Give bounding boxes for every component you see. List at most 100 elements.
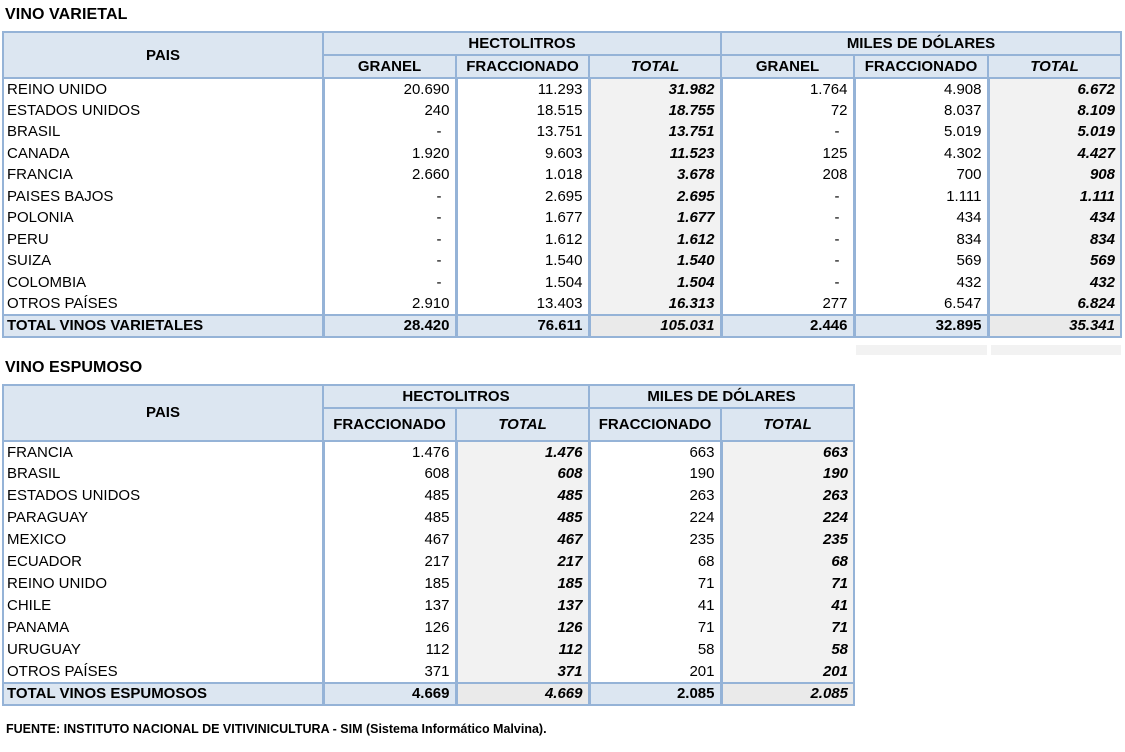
value-cell: 71	[719, 572, 855, 595]
table-row: REINO UNIDO 20.690 11.293 31.982 1.764 4.908 6…	[2, 78, 1122, 100]
value-cell: 2.695	[454, 185, 591, 207]
value-cell: 6.824	[986, 293, 1122, 315]
value-cell: -	[719, 271, 856, 293]
value-cell: 112	[321, 638, 458, 661]
value-cell: 434	[986, 207, 1122, 229]
value-cell: 1.504	[454, 271, 591, 293]
value-cell: 2.910	[321, 293, 458, 315]
value-cell: -	[321, 250, 458, 272]
value-cell: 11.523	[587, 142, 723, 164]
source-note: FUENTE: INSTITUTO NACIONAL DE VITIVINICU…	[6, 721, 547, 736]
value-cell: 11.293	[454, 78, 591, 100]
value-cell: -	[321, 121, 458, 143]
table-row: OTROS PAÍSES 2.910 13.403 16.313 277 6.547 6.8…	[2, 293, 1122, 315]
value-cell: 2.695	[587, 185, 723, 207]
value-cell: 190	[719, 462, 855, 485]
country-cell: PANAMA	[2, 616, 325, 639]
espumoso-table: PAIS HECTOLITROS MILES DE DÓLARES FRACCI…	[2, 383, 855, 706]
value-cell: 71	[587, 616, 723, 639]
value-cell: 663	[587, 440, 723, 463]
table-row: COLOMBIA -1.504 1.504-432 432	[2, 271, 1122, 293]
value-cell: 126	[454, 616, 591, 639]
value-cell: 235	[719, 528, 855, 551]
group-header-miles-dolares: MILES DE DÓLARES	[720, 31, 1122, 56]
value-cell: 18.755	[587, 99, 723, 121]
value-cell: 569	[852, 250, 990, 272]
value-cell: 190	[587, 462, 723, 485]
value-cell: 371	[321, 660, 458, 683]
value-cell: 4.669	[454, 681, 591, 706]
value-cell: 1.476	[321, 440, 458, 463]
country-cell: PERU	[2, 228, 325, 250]
espumoso-section-title: VINO ESPUMOSO	[5, 358, 143, 376]
value-cell: 1.612	[454, 228, 591, 250]
varietal-table-header: PAIS HECTOLITROS MILES DE DÓLARES GRANEL…	[2, 31, 1122, 79]
value-cell: 2.660	[321, 164, 458, 186]
country-cell: URUGUAY	[2, 638, 325, 661]
value-cell: 1.540	[587, 250, 723, 272]
value-cell: 4.669	[321, 681, 458, 706]
varietal-table: PAIS HECTOLITROS MILES DE DÓLARES GRANEL…	[2, 31, 1122, 338]
value-cell: 371	[454, 660, 591, 683]
column-header-fraccionado: FRACCIONADO	[455, 54, 590, 79]
espumoso-table-header: PAIS HECTOLITROS MILES DE DÓLARES FRACCI…	[2, 383, 855, 442]
value-cell: 217	[321, 550, 458, 573]
column-header-total: TOTAL	[720, 406, 855, 442]
value-cell: 208	[719, 164, 856, 186]
value-cell: -	[321, 185, 458, 207]
value-cell: 1.764	[719, 78, 856, 100]
value-cell: 201	[719, 660, 855, 683]
value-cell: 485	[454, 506, 591, 529]
cell-fill-artifact	[856, 345, 987, 355]
value-cell: 16.313	[587, 293, 723, 315]
table-row: BRASIL 608 608 190 190	[2, 462, 855, 485]
value-cell: 467	[454, 528, 591, 551]
value-cell: 137	[321, 594, 458, 617]
column-header-pais: PAIS	[2, 31, 324, 79]
country-cell: REINO UNIDO	[2, 572, 325, 595]
country-cell: POLONIA	[2, 207, 325, 229]
varietal-table-total: TOTAL VINOS VARIETALES 28.420 76.611 105…	[2, 313, 1122, 338]
value-cell: 4.427	[986, 142, 1122, 164]
column-header-pais: PAIS	[2, 383, 324, 442]
country-cell: REINO UNIDO	[2, 78, 325, 100]
total-row: TOTAL VINOS VARIETALES 28.420 76.611 105…	[2, 313, 1122, 338]
value-cell: 4.302	[852, 142, 990, 164]
value-cell: 5.019	[852, 121, 990, 143]
table-row: FRANCIA 2.660 1.018 3.678 208 700 908	[2, 164, 1122, 186]
value-cell: 28.420	[321, 313, 458, 338]
value-cell: -	[321, 228, 458, 250]
value-cell: 126	[321, 616, 458, 639]
value-cell: 1.476	[454, 440, 591, 463]
value-cell: 41	[587, 594, 723, 617]
value-cell: 1.018	[454, 164, 591, 186]
country-cell: ESTADOS UNIDOS	[2, 99, 325, 121]
value-cell: 71	[719, 616, 855, 639]
country-cell: PARAGUAY	[2, 506, 325, 529]
value-cell: 8.037	[852, 99, 990, 121]
value-cell: 112	[454, 638, 591, 661]
value-cell: 467	[321, 528, 458, 551]
value-cell: 68	[587, 550, 723, 573]
value-cell: 58	[719, 638, 855, 661]
value-cell: 217	[454, 550, 591, 573]
value-cell: -	[719, 228, 856, 250]
value-cell: 224	[587, 506, 723, 529]
country-cell: OTROS PAÍSES	[2, 293, 325, 315]
column-header-fraccionado: FRACCIONADO	[322, 406, 457, 442]
value-cell: 185	[321, 572, 458, 595]
table-row: PAISES BAJOS -2.695 2.695-1.111 1.111	[2, 185, 1122, 207]
value-cell: 185	[454, 572, 591, 595]
value-cell: 608	[454, 462, 591, 485]
value-cell: 32.895	[852, 313, 990, 338]
table-row: POLONIA -1.677 1.677-434 434	[2, 207, 1122, 229]
value-cell: 1.677	[587, 207, 723, 229]
value-cell: 485	[321, 484, 458, 507]
value-cell: 5.019	[986, 121, 1122, 143]
value-cell: 35.341	[986, 313, 1122, 338]
table-row: ESTADOS UNIDOS 240 18.515 18.755 72 8.037 8.10…	[2, 99, 1122, 121]
table-row: CANADA 1.920 9.603 11.523 125 4.302 4.427	[2, 142, 1122, 164]
value-cell: 224	[719, 506, 855, 529]
cell-fill-artifact	[991, 345, 1121, 355]
